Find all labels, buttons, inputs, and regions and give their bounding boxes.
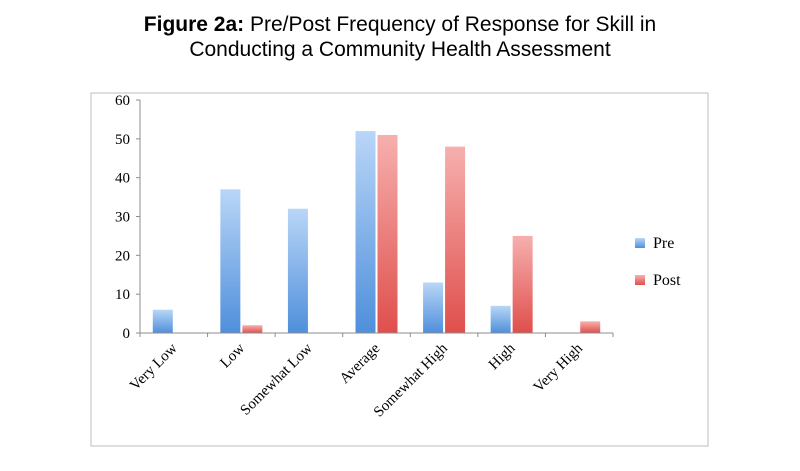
chart-frame — [90, 92, 709, 447]
title-line-2: Conducting a Community Health Assessment — [189, 38, 611, 61]
x-category-label: Average — [337, 340, 384, 387]
bar-post — [445, 146, 466, 333]
legend-label-post: Post — [653, 272, 681, 289]
bar-post — [242, 325, 263, 333]
legend-label-pre: Pre — [653, 235, 674, 252]
bar-pre — [355, 131, 376, 333]
chart-title: Figure 2a: Pre/Post Frequency of Respons… — [0, 12, 800, 62]
y-tick-label: 60 — [115, 93, 130, 109]
y-tick-label: 50 — [115, 132, 130, 148]
legend-swatch-post — [635, 275, 645, 285]
bar-post — [377, 134, 398, 333]
bar-pre — [490, 305, 511, 333]
x-category-label: Low — [217, 340, 248, 371]
y-tick-label: 10 — [115, 287, 130, 303]
bar-pre — [423, 282, 444, 333]
x-category-label: Somewhat High — [371, 340, 451, 420]
bar-pre — [152, 309, 173, 333]
bar-post — [580, 321, 601, 333]
bar-pre — [220, 189, 241, 333]
title-line-1: Figure 2a: Pre/Post Frequency of Respons… — [0, 12, 800, 37]
x-category-label: Very High — [531, 340, 587, 396]
bar-pre — [287, 208, 308, 333]
y-tick-label: 0 — [123, 326, 131, 342]
x-category-label: High — [486, 340, 519, 373]
y-tick-label: 30 — [115, 210, 130, 226]
y-tick-label: 40 — [115, 171, 130, 187]
title-text-1: Pre/Post Frequency of Response for Skill… — [244, 13, 657, 36]
title-figure-label: Figure 2a: — [143, 13, 245, 36]
legend-swatch-pre — [635, 238, 645, 248]
legend: Pre Post — [635, 235, 681, 289]
x-category-label: Very Low — [127, 340, 181, 394]
bar-post — [512, 235, 533, 333]
y-tick-label: 20 — [115, 248, 130, 264]
x-category-label: Somewhat Low — [238, 340, 316, 418]
